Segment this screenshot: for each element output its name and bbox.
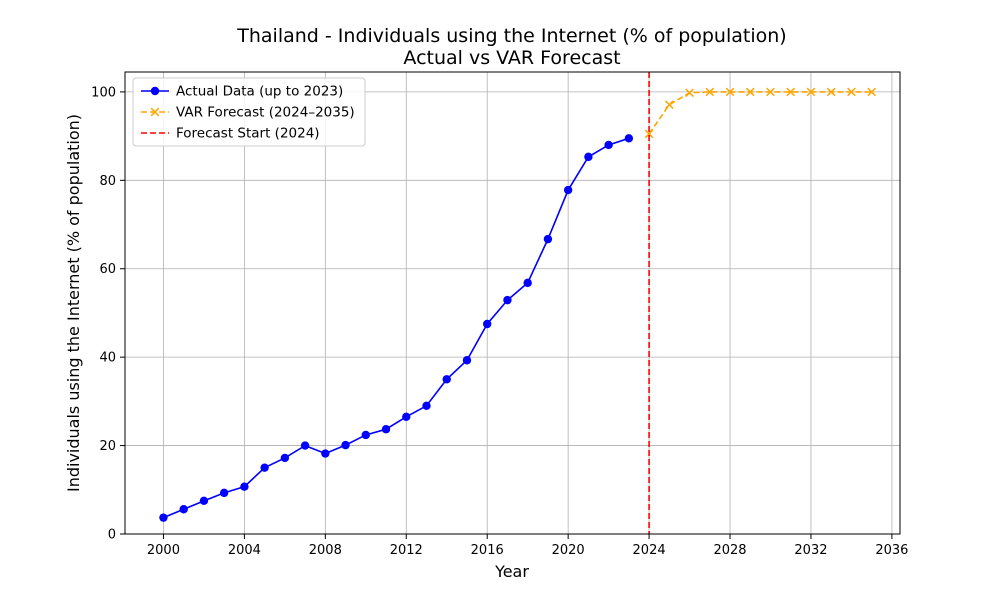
y-tick-label: 80 [99, 174, 116, 189]
legend-label: Actual Data (up to 2023) [176, 84, 343, 100]
data-point [604, 140, 613, 150]
forecast-point [806, 87, 816, 97]
data-point [523, 278, 532, 288]
x-tick-label: 2036 [875, 543, 908, 558]
chart-subtitle: Actual vs VAR Forecast [403, 47, 620, 69]
forecast-point [867, 87, 877, 97]
y-axis-label: Individuals using the Internet (% of pop… [64, 114, 83, 492]
data-point [584, 152, 593, 162]
forecast-point [705, 87, 715, 97]
axes: 2000 2004 2008 2012 2016 2020 2024 2028 2032 2036… [91, 71, 908, 558]
y-tick-label: 20 [99, 439, 116, 454]
forecast-point [847, 87, 856, 97]
forecast-point [745, 87, 755, 97]
legend-box [132, 77, 366, 147]
x-tick-label: 2012 [390, 543, 423, 558]
x-tick-label: 2028 [713, 543, 746, 558]
legend-marker [150, 107, 160, 117]
x-tick-label: 2000 [147, 543, 180, 558]
data-point [179, 505, 188, 514]
data-point [563, 185, 573, 195]
y-tick-label: 100 [91, 85, 116, 100]
data-point [402, 412, 411, 422]
x-tick-label: 2032 [794, 543, 827, 558]
data-point [240, 482, 249, 491]
forecast-point [664, 100, 674, 110]
data-point [361, 430, 370, 440]
data-point [462, 356, 472, 365]
data-point [483, 319, 492, 329]
forecast-point [786, 87, 796, 97]
legend: Actual Data (up to 2023) VAR Forecast (20… [132, 77, 366, 147]
data-point [159, 513, 168, 522]
chart-title: Thailand - Individuals using the Interne… [236, 25, 786, 47]
x-axis-label: Year [494, 562, 529, 581]
x-tick-label: 2004 [228, 543, 261, 558]
data-point [503, 295, 512, 305]
plot-frame [124, 71, 901, 535]
y-tick-label: 0 [108, 528, 116, 543]
series-line-2 [648, 91, 872, 135]
series-line-1 [163, 137, 630, 519]
y-tick-label: 40 [99, 351, 116, 366]
data-point [543, 234, 553, 244]
forecast-point [826, 87, 836, 97]
data-point [260, 463, 269, 472]
forecast-point [725, 87, 735, 97]
legend-label: VAR Forecast (2024–2035) [176, 105, 355, 121]
legend-label: Forecast Start (2024) [176, 126, 320, 142]
plot-area [159, 72, 877, 534]
data-point [341, 440, 350, 450]
data-point [219, 488, 229, 498]
data-point [300, 441, 310, 450]
forecast-point [685, 88, 694, 98]
x-tick-label: 2020 [552, 543, 585, 558]
data-point [199, 496, 209, 506]
forecast-point [766, 87, 775, 97]
x-tick-label: 2024 [633, 543, 666, 558]
data-point [422, 401, 431, 410]
data-point [442, 375, 451, 384]
data-point [624, 134, 634, 143]
data-point [321, 449, 330, 458]
legend-marker [150, 86, 160, 96]
x-tick-label: 2016 [471, 543, 504, 558]
forecast-point [644, 129, 654, 139]
x-tick-label: 2008 [309, 543, 342, 558]
y-tick-label: 60 [99, 262, 116, 277]
data-point [280, 453, 290, 463]
data-point [381, 425, 391, 434]
